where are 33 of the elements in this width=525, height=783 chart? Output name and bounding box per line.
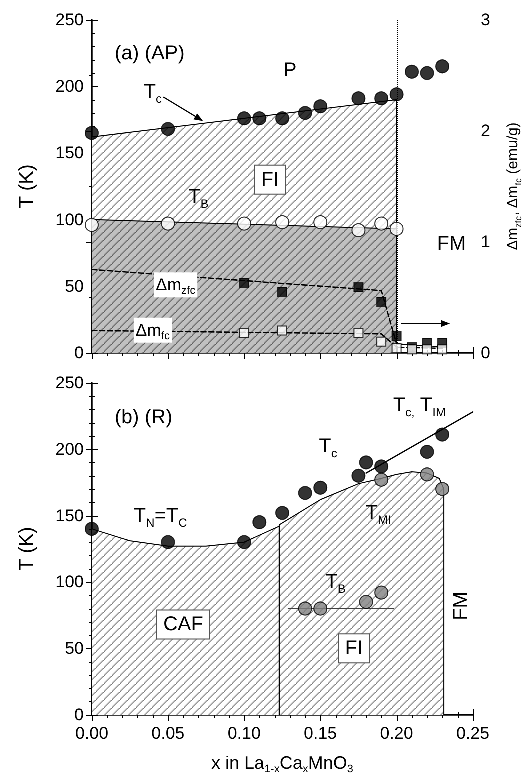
y-tick-label: 200 <box>56 77 84 96</box>
x-tick-label: 0.25 <box>456 724 490 743</box>
x-tick-label: 0.15 <box>304 724 338 743</box>
y-axis-title: T (K) <box>16 164 38 209</box>
y-tick-label: 250 <box>56 10 84 30</box>
y-axis-title: T (K) <box>16 526 38 572</box>
annotation: FM <box>450 592 472 621</box>
y-tick-label: 100 <box>56 210 84 230</box>
annotation: P <box>283 60 297 82</box>
x-tick-label: 0.00 <box>75 724 109 743</box>
y2-tick-label: 3 <box>481 10 490 30</box>
y-tick-label: 50 <box>65 276 84 296</box>
y2-tick-label: 2 <box>481 122 490 140</box>
y-tick-label: 150 <box>56 144 84 163</box>
x-tick-label: 0.10 <box>228 724 261 743</box>
y2-axis-title: Δmzfc, Δmfc (emu/g) <box>504 122 524 250</box>
annotation: (a) (AP) <box>114 42 185 64</box>
annotation: CAF <box>163 614 204 636</box>
y-tick-label: 0 <box>74 706 84 724</box>
annotation: (b) (R) <box>114 406 173 429</box>
x-tick-label: 0.05 <box>152 724 185 743</box>
y-tick-label: 0 <box>74 344 84 362</box>
y2-tick-label: 0 <box>481 344 490 362</box>
y-tick-label: 150 <box>56 506 84 526</box>
annotation: FI <box>261 168 280 191</box>
y-tick-label: 50 <box>65 639 84 658</box>
y-tick-label: 200 <box>56 440 84 459</box>
x-tick-label: 0.20 <box>380 724 414 743</box>
y2-tick-label: 1 <box>481 232 490 252</box>
y-tick-label: 100 <box>56 572 84 592</box>
annotation: FI <box>345 638 364 660</box>
annotation: FM <box>437 232 466 255</box>
y-tick-label: 250 <box>56 374 84 392</box>
